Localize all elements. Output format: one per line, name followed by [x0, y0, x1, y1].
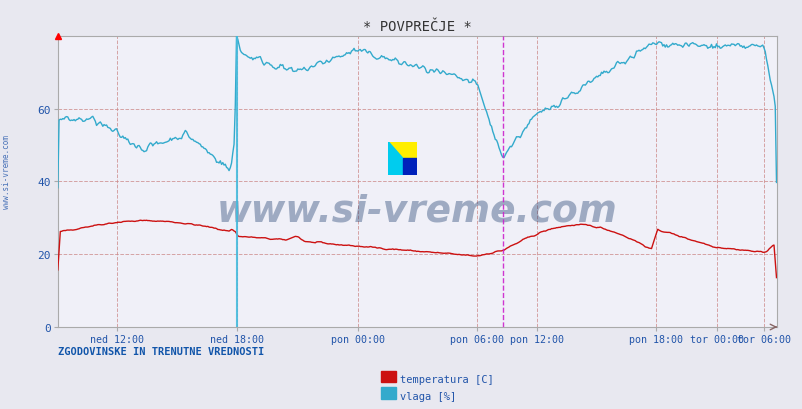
- Text: ZGODOVINSKE IN TRENUTNE VREDNOSTI: ZGODOVINSKE IN TRENUTNE VREDNOSTI: [58, 346, 264, 356]
- Polygon shape: [388, 142, 417, 175]
- Text: www.si-vreme.com: www.si-vreme.com: [2, 135, 11, 209]
- Polygon shape: [388, 142, 417, 175]
- Text: temperatura [C]: temperatura [C]: [399, 375, 493, 384]
- Text: vlaga [%]: vlaga [%]: [399, 391, 456, 401]
- Text: www.si-vreme.com: www.si-vreme.com: [217, 193, 617, 229]
- Title: * POVPREČJE *: * POVPREČJE *: [363, 20, 471, 34]
- Bar: [403, 159, 417, 175]
